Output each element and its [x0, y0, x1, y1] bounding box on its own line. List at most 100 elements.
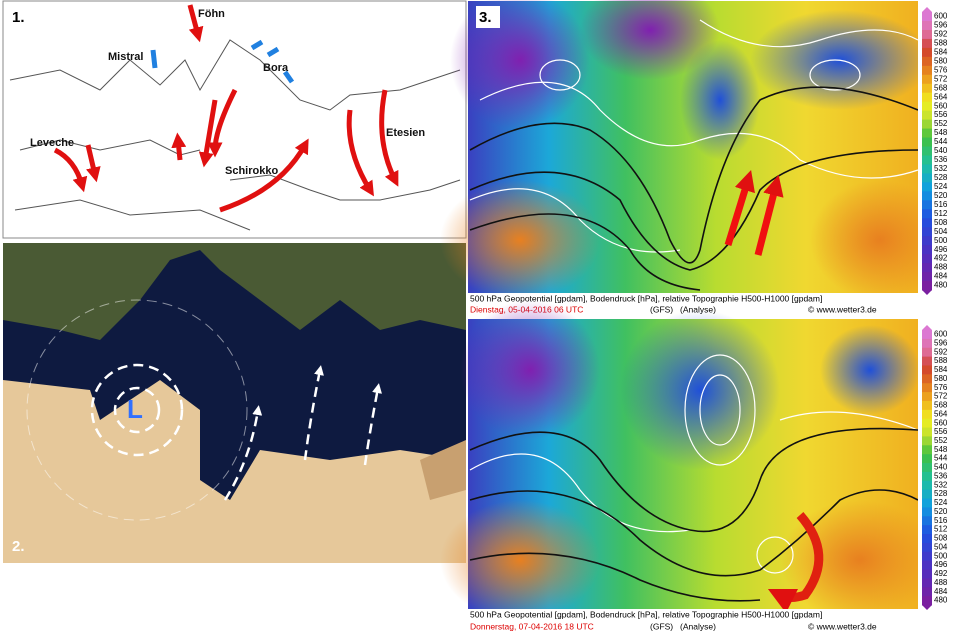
- model: (GFS): [650, 304, 673, 314]
- colorbar-cell: [922, 281, 932, 291]
- colorbar-label: 508: [934, 218, 948, 227]
- colorbar-label: 536: [934, 155, 948, 164]
- colorbar-cell: [922, 542, 932, 553]
- colorbar-cell: [922, 489, 932, 500]
- geopotential-lines: [469, 86, 919, 291]
- colorbar-label: 552: [934, 436, 948, 445]
- low-label: L: [127, 394, 143, 424]
- colorbar-cell: [922, 38, 932, 49]
- colorbar-cell: [922, 330, 932, 340]
- colorbar-cell: [922, 83, 932, 94]
- colorbar-cell: [922, 272, 932, 282]
- colorbar-cell: [922, 392, 932, 402]
- colorbar-cell: [922, 445, 932, 455]
- flow-arrows: [724, 169, 784, 256]
- colorbar-cell: [922, 551, 932, 562]
- colorbar-label: 584: [934, 365, 948, 374]
- colorbar-label: 488: [934, 578, 948, 587]
- land-africa: [3, 380, 466, 563]
- run: (Analyse): [680, 304, 716, 314]
- colorbar-cell: [922, 596, 932, 606]
- colorbar-cell: [922, 338, 932, 349]
- colorbar-cell: [922, 236, 932, 246]
- panel-number: 3.: [479, 9, 492, 26]
- panel-4: 500 hPa Geopotential [gpdam], Bodendruck…: [440, 300, 940, 635]
- colorbar-cell: [922, 74, 932, 85]
- colorbar-label: 508: [934, 534, 948, 543]
- colorbar-cell: [922, 164, 932, 174]
- colorbar-label: 540: [934, 146, 948, 155]
- wind-label: Etesien: [386, 127, 425, 139]
- colorbar-label: 556: [934, 110, 948, 119]
- colorbar-cell: [922, 507, 932, 517]
- run: (Analyse): [680, 621, 716, 631]
- colorbar-label: 500: [934, 551, 948, 560]
- colorbar-cell: [922, 525, 932, 535]
- colorbar-cell: [922, 418, 932, 429]
- geopotential-lines: [469, 427, 919, 602]
- colorbar-cell: [922, 200, 932, 210]
- colorbar-cell: [922, 516, 932, 526]
- colorbar-cell: [922, 560, 932, 571]
- colorbar-cell: [922, 356, 932, 366]
- colorbar-label: 500: [934, 236, 948, 245]
- panel-2: L 2.: [3, 243, 466, 563]
- colorbar-label: 540: [934, 463, 948, 472]
- credit: © www.wetter3.de: [808, 621, 877, 631]
- colorbar-label: 560: [934, 101, 948, 110]
- colorbar-label: 568: [934, 83, 948, 92]
- colorbar-label: 580: [934, 56, 948, 65]
- panel-number: 2.: [12, 538, 25, 555]
- colorbar-label: 480: [934, 281, 948, 290]
- colorbar-label: 480: [934, 596, 948, 605]
- colorbar-label: 564: [934, 92, 948, 101]
- colorbar-label: 488: [934, 263, 948, 272]
- colorbar-cell: [922, 110, 932, 121]
- colorbar-label: 592: [934, 30, 948, 39]
- panel-number: 1.: [12, 9, 25, 26]
- colorbar-label: 584: [934, 47, 948, 56]
- colorbar-cell: [922, 227, 932, 237]
- colorbar-label: 492: [934, 254, 948, 263]
- colorbar-label: 552: [934, 119, 948, 128]
- wind-label: Föhn: [198, 8, 225, 20]
- colorbar-cap: [922, 325, 932, 330]
- colorbar-label: 576: [934, 65, 948, 74]
- colorbar-label: 528: [934, 489, 948, 498]
- colorbar-label: 596: [934, 338, 948, 347]
- colorbar-label: 600: [934, 12, 948, 21]
- colorbar-label: 484: [934, 272, 948, 281]
- panel-1: 1. Föhn Mistral Bora Leveche Etesien Sch…: [2, 0, 467, 239]
- colorbar-label: 560: [934, 418, 948, 427]
- colorbar-cell: [922, 146, 932, 156]
- colorbar-cell: [922, 56, 932, 67]
- colorbar-cell: [922, 12, 932, 22]
- colorbar-cell: [922, 400, 932, 411]
- colorbar-cell: [922, 137, 932, 148]
- colorbar-cell: [922, 463, 932, 473]
- colorbar-cell: [922, 29, 932, 40]
- colorbar-cell: [922, 534, 932, 544]
- land-europe: [3, 243, 466, 340]
- caption-box: [468, 609, 918, 635]
- wind-label: Mistral: [108, 51, 143, 63]
- colorbar-label: 484: [934, 587, 948, 596]
- wind-label: Bora: [263, 62, 289, 74]
- colorbar-cell: [922, 263, 932, 273]
- colorbar-cell: [922, 155, 932, 165]
- wind-label: Leveche: [30, 137, 74, 149]
- cold-winds: [150, 39, 295, 84]
- colorbar-label: 504: [934, 227, 948, 236]
- colorbar-cell: [922, 374, 932, 384]
- colorbar-cell: [922, 587, 932, 597]
- colorbar-label: 524: [934, 498, 948, 507]
- colorbar-label: 576: [934, 383, 948, 392]
- colorbar-label: 544: [934, 137, 948, 146]
- colorbar-cell: [922, 65, 932, 76]
- caption: 500 hPa Geopotential [gpdam], Bodendruck…: [470, 609, 822, 619]
- wind-arrows: [53, 4, 399, 213]
- colorbar-label: 572: [934, 392, 948, 401]
- colorbar-cell: [922, 47, 932, 58]
- colorbar-label: 596: [934, 21, 948, 30]
